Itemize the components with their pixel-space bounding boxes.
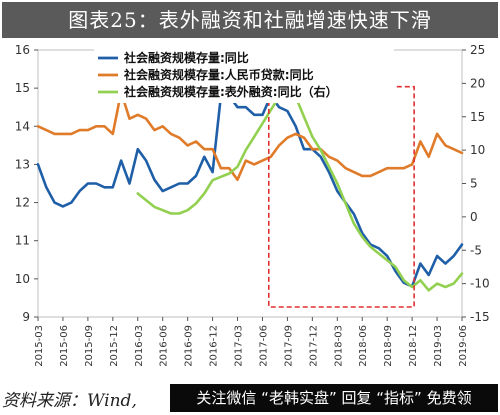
source-note: 资料来源：Wind, — [2, 391, 137, 411]
y-right-tick-label: 15 — [470, 110, 485, 124]
y-right-tick-label: 25 — [470, 43, 485, 57]
x-tick-label: 2019-06 — [458, 325, 469, 367]
x-tick-label: 2017-12 — [308, 325, 319, 367]
y-left-tick-label: 11 — [15, 234, 30, 248]
x-tick-label: 2015-09 — [84, 325, 95, 367]
x-tick-label: 2019-03 — [433, 325, 444, 367]
y-right-tick-label: -15 — [470, 310, 490, 324]
x-tick-label: 2017-06 — [258, 325, 269, 367]
axes-layer: 9 10 11 12 13 14 15 16 -15 -10 -5 0 5 10 15 20 25 2015-03… — [15, 43, 490, 367]
x-tick-label: 2015-03 — [34, 325, 45, 367]
y-left-tick-label: 13 — [15, 157, 30, 171]
x-tick-label: 2016-12 — [209, 325, 220, 367]
x-tick-label: 2018-03 — [333, 325, 344, 367]
legend-label-2: 社会融资规模存量:人民币贷款:同比 — [123, 67, 314, 82]
y-left-tick-label: 16 — [15, 43, 30, 57]
legend-background — [94, 48, 394, 103]
x-tick-label: 2017-03 — [234, 325, 245, 367]
y-right-tick-label: -10 — [470, 277, 490, 291]
y-right-tick-label: -5 — [470, 243, 482, 257]
x-tick-label: 2016-03 — [134, 325, 145, 367]
x-tick-label: 2018-09 — [383, 325, 394, 367]
legend-label-3: 社会融资规模存量:表外融资:同比（右） — [123, 84, 338, 99]
series-line-3 — [136, 88, 464, 292]
legend: 社会融资规模存量:同比社会融资规模存量:人民币贷款:同比社会融资规模存量:表外融… — [94, 48, 394, 103]
series-line-2 — [36, 90, 464, 181]
y-right-tick-label: 0 — [470, 210, 478, 224]
x-tick-label: 2016-06 — [159, 325, 170, 367]
x-tick-label: 2015-06 — [59, 325, 70, 367]
watermark-banner: 关注微信 “老韩实盘” 回复 “指标” 免费领 — [170, 384, 498, 412]
series-line-1 — [36, 94, 464, 288]
y-left-tick-label: 9 — [22, 310, 30, 324]
legend-label-1: 社会融资规模存量:同比 — [123, 50, 249, 65]
series-layer — [36, 88, 464, 292]
y-right-tick-label: 10 — [470, 143, 485, 157]
x-tick-label: 2016-09 — [184, 325, 195, 367]
y-left-tick-label: 10 — [15, 272, 30, 286]
chart-title: 图表25：表外融资和社融增速快速下滑 — [2, 2, 498, 38]
y-left-tick-label: 15 — [15, 81, 30, 95]
y-left-tick-label: 12 — [15, 196, 30, 210]
x-tick-label: 2018-06 — [358, 325, 369, 367]
chart-svg: 9 10 11 12 13 14 15 16 -15 -10 -5 0 5 10 15 20 25 2015-03… — [15, 43, 490, 367]
x-tick-label: 2015-12 — [109, 325, 120, 367]
y-right-tick-label: 5 — [470, 177, 478, 191]
x-tick-label: 2017-09 — [283, 325, 294, 367]
footer: 资料来源：Wind, 关注微信 “老韩实盘” 回复 “指标” 免费领 — [0, 380, 500, 415]
y-left-tick-label: 14 — [15, 119, 30, 133]
x-tick-label: 2018-12 — [408, 325, 419, 367]
y-right-tick-label: 20 — [470, 76, 485, 90]
